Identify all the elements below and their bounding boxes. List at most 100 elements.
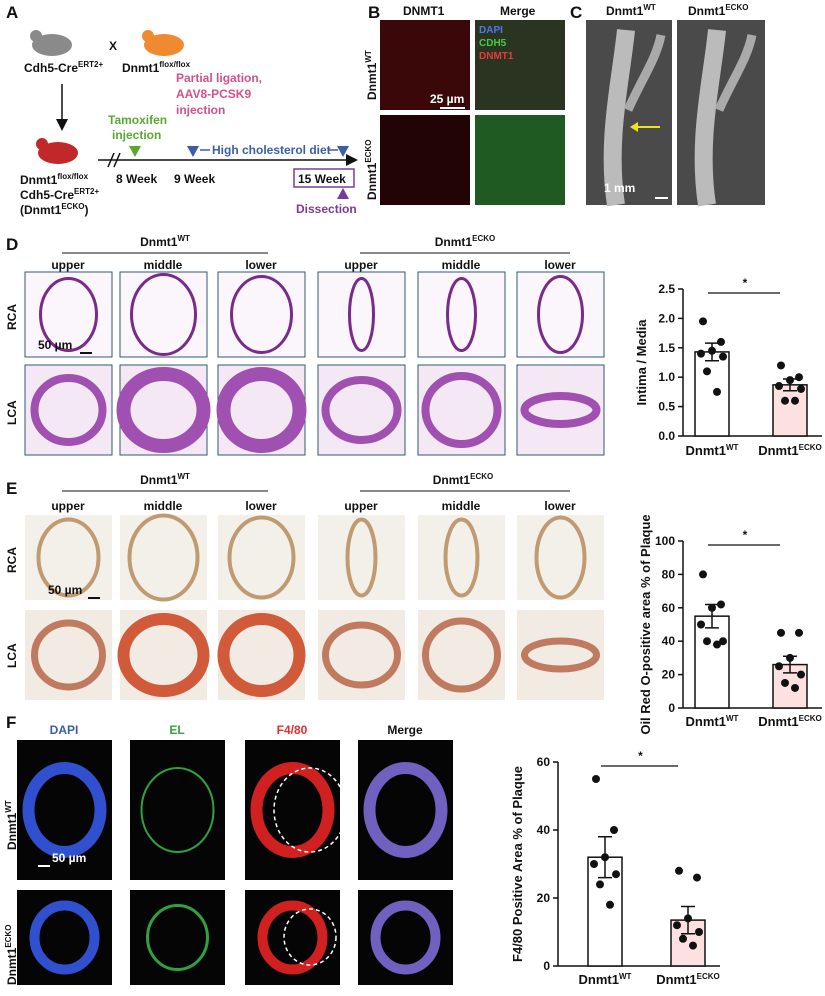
micrograph — [475, 115, 565, 205]
data-point — [786, 653, 794, 662]
event: Dissection — [296, 202, 357, 216]
data-point — [697, 349, 705, 358]
data-point — [699, 570, 707, 579]
data-point — [781, 678, 789, 687]
legend-entry: DNMT1 — [479, 51, 514, 62]
vessel — [370, 900, 441, 975]
data-point — [717, 337, 725, 346]
y-tick-label: 100 — [655, 534, 675, 548]
significance: * — [638, 749, 643, 763]
scale-label: 50 µm — [48, 583, 82, 597]
week: 15 Week — [298, 172, 346, 186]
column-label: middle — [144, 499, 183, 513]
data-point — [590, 860, 598, 868]
y-tick-label: 20 — [537, 891, 551, 905]
week: 8 Week — [116, 172, 157, 186]
event: AAV8-PCSK9 — [176, 87, 251, 101]
x-tick-label: Dnmt1ECKO — [758, 443, 822, 458]
data-point — [777, 361, 785, 370]
vessel — [623, 34, 666, 112]
panel-label: B — [368, 3, 380, 22]
vessel — [421, 372, 502, 448]
data-point — [699, 317, 707, 326]
column-label: Merge — [500, 4, 536, 18]
column-label: Dnmt1ECKO — [688, 3, 748, 18]
vessel — [537, 275, 584, 354]
micrograph — [120, 515, 207, 600]
column-label: DNMT1 — [403, 4, 445, 18]
x-tick-label: Dnmt1WT — [686, 443, 739, 458]
micrographs — [17, 20, 765, 985]
data-point — [684, 914, 692, 923]
y-tick-label: 1.5 — [658, 341, 675, 355]
y-axis-label: F4/80 Positive Area % of Plaque — [510, 766, 525, 962]
column-label: lower — [245, 499, 277, 513]
column-label: lower — [544, 499, 576, 513]
x-tick-label: Dnmt1WT — [579, 972, 632, 987]
micrograph — [516, 271, 605, 358]
panel-label: D — [6, 235, 18, 254]
column-label: DAPI — [50, 723, 79, 737]
y-tick-label: 60 — [662, 601, 676, 615]
vessel — [116, 367, 211, 453]
genotype: Cdh5-CreERT2+ — [24, 60, 103, 75]
vessel — [146, 904, 209, 971]
data-point — [719, 352, 727, 361]
scale-label: 25 µm — [430, 92, 464, 106]
event: High cholesterol diet — [212, 143, 331, 157]
micrograph — [380, 115, 470, 205]
vessel — [127, 513, 200, 602]
y-tick-label: 20 — [662, 668, 676, 682]
y-tick-label: 0 — [668, 701, 675, 715]
vessel — [446, 277, 477, 352]
micrograph — [418, 515, 505, 600]
data-point — [697, 620, 705, 629]
column-label: upper — [344, 499, 378, 513]
scale-label: 50 µm — [52, 851, 86, 865]
legend-entry: DAPI — [479, 25, 503, 36]
micrograph — [317, 271, 406, 358]
data-point — [795, 628, 803, 637]
box — [293, 168, 355, 188]
bar — [694, 351, 730, 437]
outline — [283, 908, 337, 966]
row-label: Dnmt1WT — [4, 800, 19, 850]
x-tick-label: Dnmt1ECKO — [656, 972, 720, 987]
data-point — [610, 826, 618, 834]
y-axis-label: Intima / Media — [634, 319, 649, 406]
y-tick-label: 1.0 — [658, 370, 675, 384]
bar — [694, 615, 730, 709]
panel-label: F — [6, 713, 16, 732]
event: injection — [176, 103, 225, 117]
vessel — [250, 762, 335, 858]
vessel — [257, 900, 328, 975]
group-label: Dnmt1WT — [140, 234, 190, 249]
genotype: (Dnmt1ECKO) — [20, 202, 88, 217]
row-label: Dnmt1ECKO — [364, 140, 379, 200]
y-axis-label: Oil Red O-positive area % of Plaque — [638, 514, 653, 734]
bar — [772, 384, 808, 437]
row-label: LCA — [5, 400, 19, 425]
data-point — [777, 628, 785, 637]
data-point — [679, 934, 687, 943]
data-point — [781, 396, 789, 405]
vessel — [443, 517, 480, 598]
data-point — [797, 384, 805, 393]
cross: X — [109, 39, 117, 53]
vessel — [321, 376, 402, 444]
column-label: middle — [144, 258, 183, 272]
data-point — [596, 880, 604, 889]
data-point — [791, 683, 799, 692]
y-tick-label: 40 — [537, 823, 551, 837]
vessel — [694, 29, 726, 207]
data-point — [713, 640, 721, 649]
vessel — [29, 900, 100, 975]
data-point — [791, 396, 799, 405]
vessel — [714, 34, 757, 112]
week: 9 Week — [174, 172, 215, 186]
data-point — [592, 775, 600, 783]
group-label: Dnmt1ECKO — [435, 234, 495, 249]
vessel — [22, 762, 107, 858]
row-label: RCA — [5, 304, 19, 330]
